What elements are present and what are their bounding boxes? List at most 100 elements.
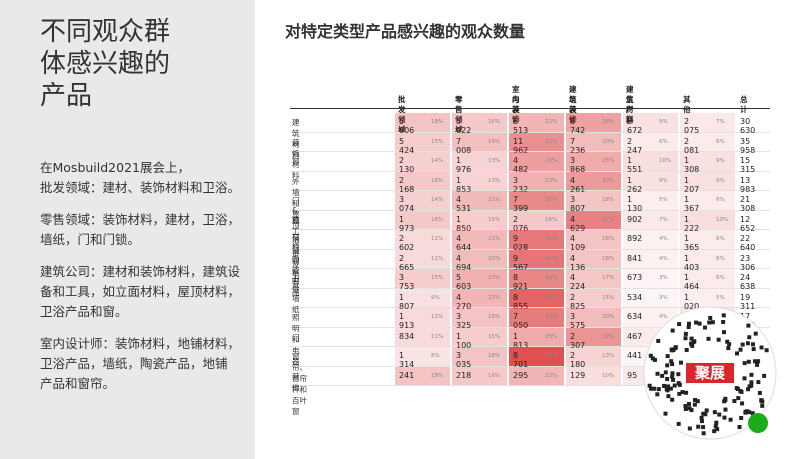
qr-dot <box>742 376 747 381</box>
cell-value: 2 602 <box>399 234 415 252</box>
cell-value: 95 <box>627 370 638 380</box>
qr-dot <box>725 339 730 344</box>
cell-percent: 46% <box>545 294 558 301</box>
cell-value: 129 <box>570 370 586 380</box>
cell-percent: 4% <box>659 236 668 242</box>
cell-percent: 37% <box>602 216 615 223</box>
heat-cell <box>452 366 507 385</box>
row-total: 12 652 <box>740 214 756 233</box>
column-header: 生产商 <box>626 95 634 124</box>
qr-dot <box>665 388 670 393</box>
qr-dot <box>750 411 755 416</box>
cell-percent: 11% <box>431 333 444 340</box>
heat-cell <box>395 269 450 288</box>
qr-dot <box>656 387 661 392</box>
row-total: 24 638 <box>740 273 756 291</box>
qr-dot <box>668 386 673 391</box>
cell-percent: 9% <box>659 177 668 184</box>
cell-percent: 20% <box>488 255 501 262</box>
qr-dot <box>692 339 697 344</box>
qr-dot <box>689 336 694 341</box>
cell-percent: 5% <box>716 294 725 301</box>
qr-dot <box>684 347 689 352</box>
cell-percent: 6% <box>659 138 668 145</box>
cell-percent: 3% <box>659 294 668 301</box>
heat-cell <box>623 132 678 151</box>
row-total: 15 315 <box>740 156 756 174</box>
heat-cell <box>452 113 507 132</box>
qr-dot <box>723 407 728 412</box>
cell-value: 1 130 <box>627 195 643 213</box>
qr-dot <box>757 390 762 395</box>
cell-percent: 4% <box>659 255 668 262</box>
cell-percent: 3% <box>659 275 668 281</box>
cell-value: 5 603 <box>456 273 472 291</box>
cell-value: 3 035 <box>456 351 472 369</box>
heat-cell <box>623 113 678 132</box>
cell-percent: 15% <box>488 216 501 223</box>
qr-dot <box>694 320 699 325</box>
cell-value: 3 753 <box>399 273 415 291</box>
cell-value: 2 180 <box>570 351 586 369</box>
heat-cell <box>452 347 507 366</box>
row-line <box>290 307 770 308</box>
row-line <box>290 346 770 347</box>
qr-dot <box>712 410 717 415</box>
cell-value: 2 130 <box>399 156 415 174</box>
cell-value: 1 807 <box>399 292 415 311</box>
cell-value: 218 <box>456 370 472 380</box>
cell-value: 7 008 <box>456 136 472 155</box>
heat-cell <box>680 269 735 288</box>
qr-dot <box>737 424 742 429</box>
cell-percent: 18% <box>602 236 615 242</box>
badge: 聚展 <box>694 364 725 382</box>
qr-dot <box>722 330 727 335</box>
row-total: 30 630 <box>740 117 756 135</box>
qr-dot <box>655 371 660 376</box>
cell-percent: 15% <box>431 138 444 145</box>
cell-percent: 18% <box>488 314 501 320</box>
cell-value: 4 644 <box>456 234 472 252</box>
qr-dot <box>746 323 751 328</box>
qr-dot <box>723 396 728 401</box>
heat-cell <box>509 347 564 366</box>
heat-cell <box>623 230 678 249</box>
column-header: 零售领域 <box>455 95 463 134</box>
row-label: 外墙和屋顶材料 <box>292 176 300 252</box>
qr-dot <box>697 321 702 326</box>
heat-cell <box>566 308 621 327</box>
cell-value: 1 207 <box>684 175 700 194</box>
cell-value: 295 <box>513 370 529 380</box>
heat-cell <box>680 132 735 151</box>
cell-percent: 21% <box>488 197 501 203</box>
cell-value: 1 976 <box>456 156 472 174</box>
heat-cell <box>680 191 735 210</box>
qr-dot <box>706 336 711 341</box>
qr-dot <box>712 429 717 434</box>
heat-cell <box>395 327 450 346</box>
row-total: 13 983 <box>740 175 756 194</box>
heat-cell <box>566 249 621 268</box>
cell-percent: 15% <box>431 275 444 281</box>
qr-dot <box>665 376 670 381</box>
cell-percent: 9% <box>659 119 668 125</box>
cell-value: 1 551 <box>627 156 643 174</box>
row-label: 门&锁 <box>292 196 300 225</box>
column-header: 与装饰 <box>512 95 520 124</box>
cell-percent: 8% <box>431 353 440 359</box>
qr-dot <box>751 342 756 347</box>
cell-percent: 25% <box>602 158 615 164</box>
cell-value: 4 629 <box>570 214 586 233</box>
qr-dot <box>647 383 652 388</box>
heat-cell <box>395 171 450 190</box>
heading-line: 产品 <box>40 81 93 111</box>
cell-value: 1 367 <box>684 195 700 213</box>
cell-value: 4 109 <box>570 234 586 252</box>
cell-value: 6 513 <box>513 117 529 135</box>
heat-cell <box>509 288 564 307</box>
cell-value: 1 262 <box>627 175 643 194</box>
qr-dot <box>749 380 754 385</box>
row-total: 19 311 <box>740 292 756 311</box>
mini-program-icon <box>748 413 768 433</box>
heat-cell <box>680 230 735 249</box>
